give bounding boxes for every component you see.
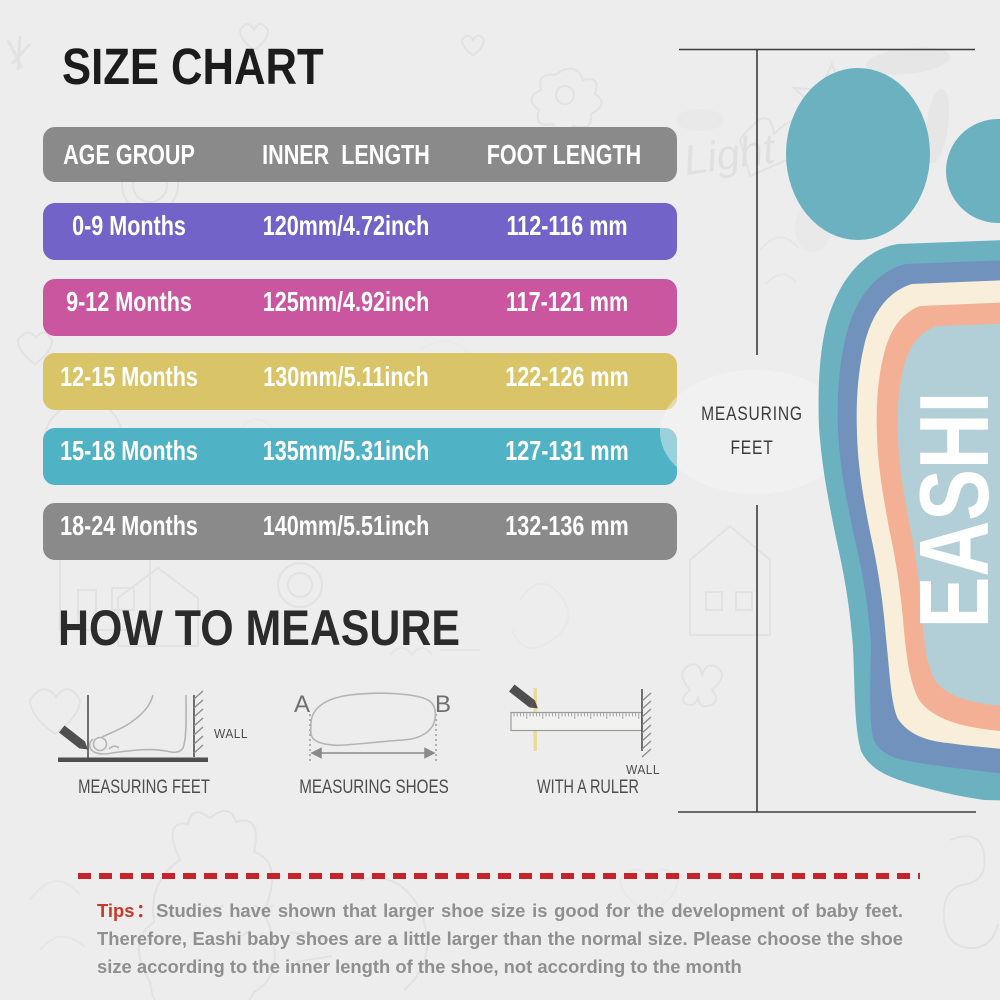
svg-text:B: B	[435, 691, 451, 718]
svg-text:EASHI: EASHI	[899, 392, 1000, 629]
svg-text:A: A	[294, 691, 310, 718]
